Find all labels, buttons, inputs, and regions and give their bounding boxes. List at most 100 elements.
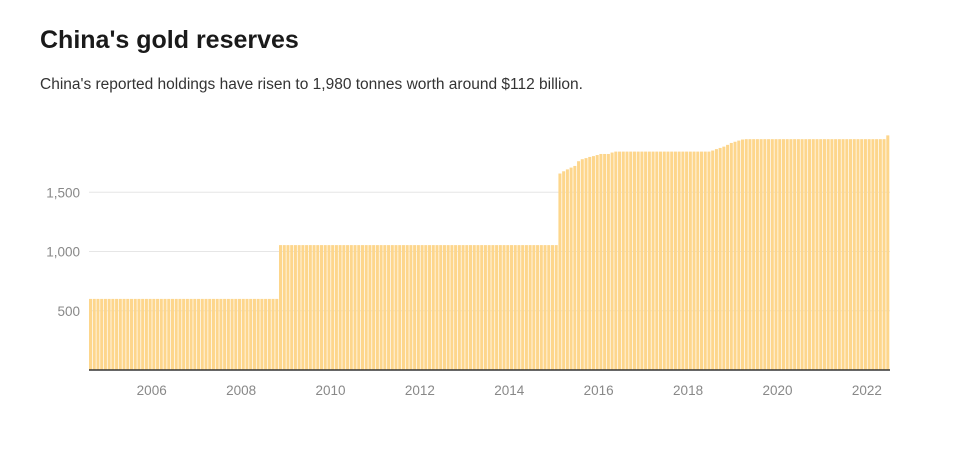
bar <box>238 298 242 370</box>
bar <box>148 298 152 370</box>
bar <box>729 142 733 370</box>
bar <box>293 245 297 370</box>
bar <box>405 245 409 370</box>
bar <box>647 151 651 370</box>
bar <box>319 245 324 370</box>
bar <box>96 298 100 370</box>
bar <box>182 298 186 370</box>
bar <box>618 151 622 370</box>
bar <box>197 298 201 370</box>
bar <box>141 298 145 370</box>
bar <box>252 298 256 370</box>
bar <box>480 245 484 370</box>
bar <box>502 245 506 370</box>
x-tick-label: 2008 <box>226 383 256 398</box>
y-tick-label: 1,000 <box>46 245 80 260</box>
bar <box>808 139 812 370</box>
x-tick-label: 2014 <box>494 383 525 398</box>
bar <box>126 298 130 370</box>
bar <box>100 298 104 370</box>
bar <box>651 151 655 370</box>
bar <box>338 245 342 370</box>
bar <box>767 139 771 370</box>
bar <box>219 298 223 370</box>
bar <box>316 245 320 370</box>
bar <box>856 139 860 370</box>
bar <box>305 245 309 370</box>
bar <box>156 298 160 370</box>
bar <box>871 139 875 370</box>
bar <box>409 245 413 370</box>
bar <box>558 173 562 370</box>
bar <box>822 139 826 370</box>
bar <box>353 245 357 370</box>
bar <box>133 298 137 370</box>
bar <box>349 245 353 370</box>
bar <box>204 298 208 370</box>
bar <box>763 139 767 370</box>
bar <box>115 298 119 370</box>
bar <box>599 153 603 370</box>
x-tick-label: 2022 <box>852 383 882 398</box>
bar <box>733 141 737 370</box>
bar <box>346 245 350 370</box>
bar <box>312 245 316 370</box>
bar <box>834 139 838 370</box>
bar <box>875 139 879 370</box>
bar <box>815 139 819 370</box>
bar <box>226 298 230 370</box>
bar <box>271 298 275 370</box>
bar <box>170 298 174 370</box>
bar <box>800 139 804 370</box>
bar <box>621 151 625 370</box>
bar <box>103 298 107 370</box>
bar <box>532 245 536 370</box>
bar <box>208 298 212 370</box>
bar <box>755 139 759 370</box>
bar <box>863 139 867 370</box>
bar <box>301 245 305 370</box>
bar <box>770 139 774 370</box>
bar <box>420 245 424 370</box>
bar <box>655 151 659 370</box>
bar <box>178 298 182 370</box>
bar <box>189 298 193 370</box>
bar <box>297 245 301 370</box>
bar <box>111 298 115 370</box>
bar <box>487 245 491 370</box>
bar <box>469 245 473 370</box>
bar <box>841 139 845 370</box>
bar <box>692 151 696 370</box>
bar <box>446 245 450 370</box>
bar <box>811 139 815 370</box>
bar <box>781 139 785 370</box>
bar <box>722 146 726 370</box>
bar <box>554 245 558 370</box>
bar <box>748 139 752 370</box>
bar <box>323 245 327 370</box>
bar <box>852 139 856 370</box>
bar <box>398 245 402 370</box>
bar <box>524 245 528 370</box>
bar <box>778 139 782 370</box>
x-tick-label: 2018 <box>673 383 703 398</box>
bar <box>89 298 93 370</box>
bar <box>144 298 148 370</box>
bar <box>118 298 122 370</box>
bar <box>92 298 96 370</box>
bar <box>394 245 398 370</box>
bar <box>673 151 677 370</box>
bar <box>416 245 420 370</box>
y-tick-label: 1,500 <box>46 185 80 200</box>
bar <box>744 139 748 370</box>
bar <box>387 245 391 370</box>
bar <box>465 245 469 370</box>
bar <box>454 245 458 370</box>
bar <box>230 298 234 370</box>
bar <box>573 165 577 370</box>
x-tick-label: 2020 <box>762 383 792 398</box>
bar <box>256 298 260 370</box>
bar <box>860 139 864 370</box>
bar <box>107 298 111 370</box>
bar <box>629 151 633 370</box>
